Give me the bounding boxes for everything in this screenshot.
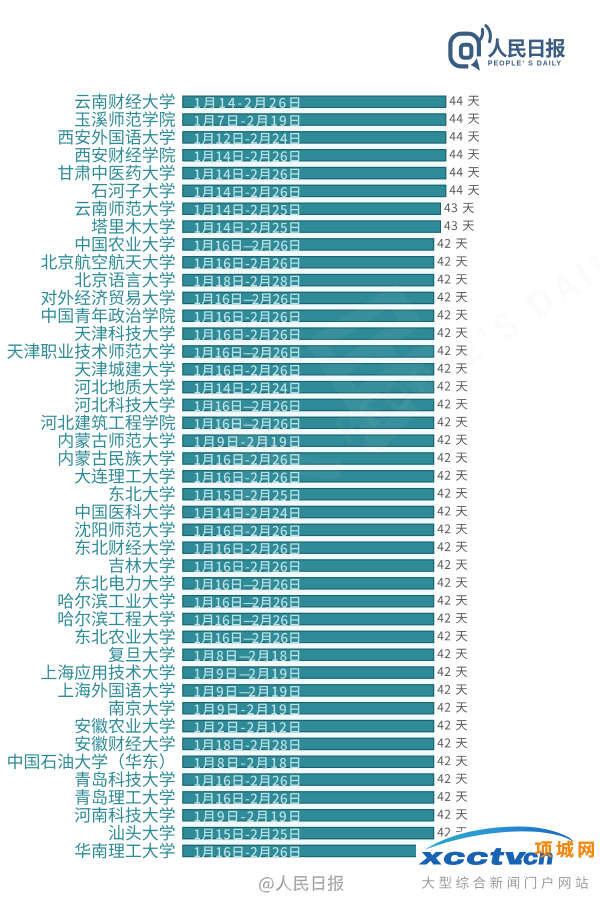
svg-text:PEOPLE’ S DAILY: PEOPLE’ S DAILY	[488, 61, 562, 68]
